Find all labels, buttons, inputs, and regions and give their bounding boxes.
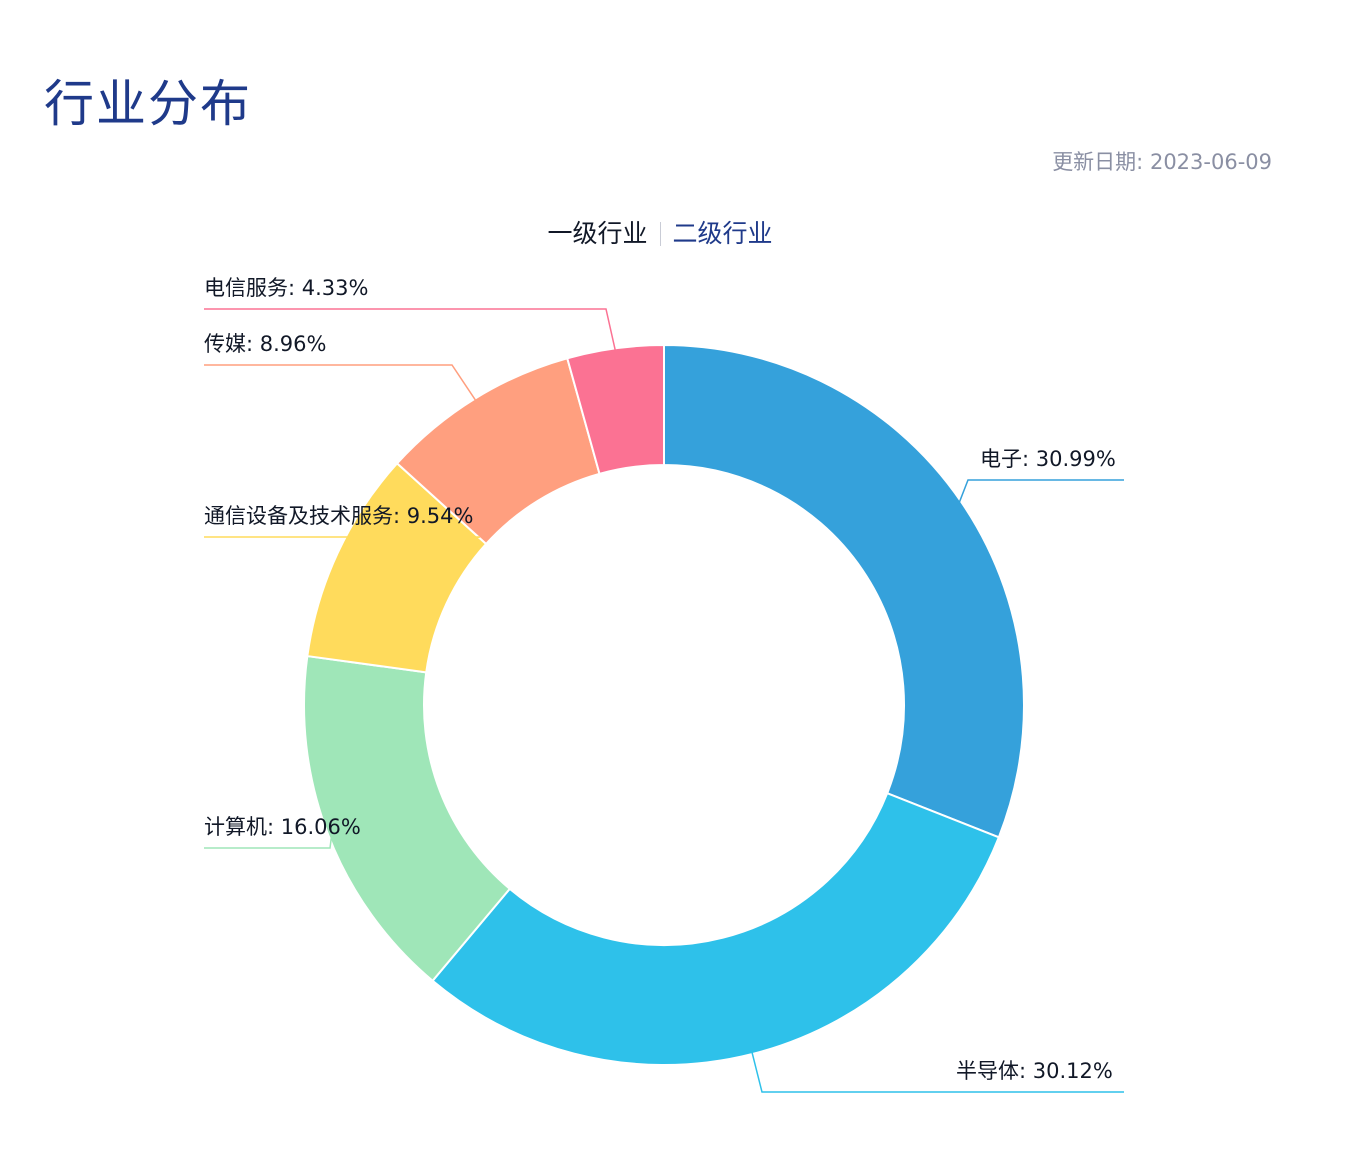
- industry-level-tabs: 一级行业 二级行业: [0, 214, 1320, 254]
- slice-label-5: 传媒: 8.96%: [204, 332, 326, 356]
- slice-label-1: 电子: 30.99%: [980, 447, 1116, 471]
- slice-label-6: 电信服务: 4.33%: [204, 276, 368, 300]
- update-date-row: 更新日期: 2023-06-09: [1052, 146, 1272, 176]
- tab-level-2-industry[interactable]: 二级行业: [672, 219, 773, 248]
- leader-line-4: [204, 536, 481, 556]
- donut-slice-2[interactable]: [431, 791, 1001, 1066]
- leader-line-1: [957, 479, 1124, 506]
- donut-slice-6[interactable]: [566, 343, 665, 476]
- slice-label-3: 计算机: 16.06%: [204, 815, 361, 839]
- leader-line-5: [204, 364, 478, 403]
- slice-labels: 电子: 30.99% 半导体: 30.12% 计算机: 16.06% 通信设备及技术服…: [204, 276, 1116, 1083]
- donut-slice-1[interactable]: [663, 343, 1025, 839]
- slice-label-4: 通信设备及技术服务: 9.54%: [204, 504, 473, 528]
- leader-line-3: [204, 833, 333, 849]
- update-date-value: 2023-06-09: [1149, 150, 1272, 174]
- leader-line-6: [204, 308, 617, 353]
- slice-label-2: 半导体: 30.12%: [956, 1059, 1113, 1083]
- tab-level-1-industry[interactable]: 一级行业: [547, 219, 648, 248]
- page-title: 行业分布: [44, 75, 252, 133]
- donut-slices: [303, 343, 1025, 1066]
- leader-line-2: [750, 1049, 1124, 1093]
- tab-divider: [659, 222, 661, 246]
- label-leader-lines: [204, 308, 1124, 1093]
- update-date-label: 更新日期:: [1052, 150, 1150, 174]
